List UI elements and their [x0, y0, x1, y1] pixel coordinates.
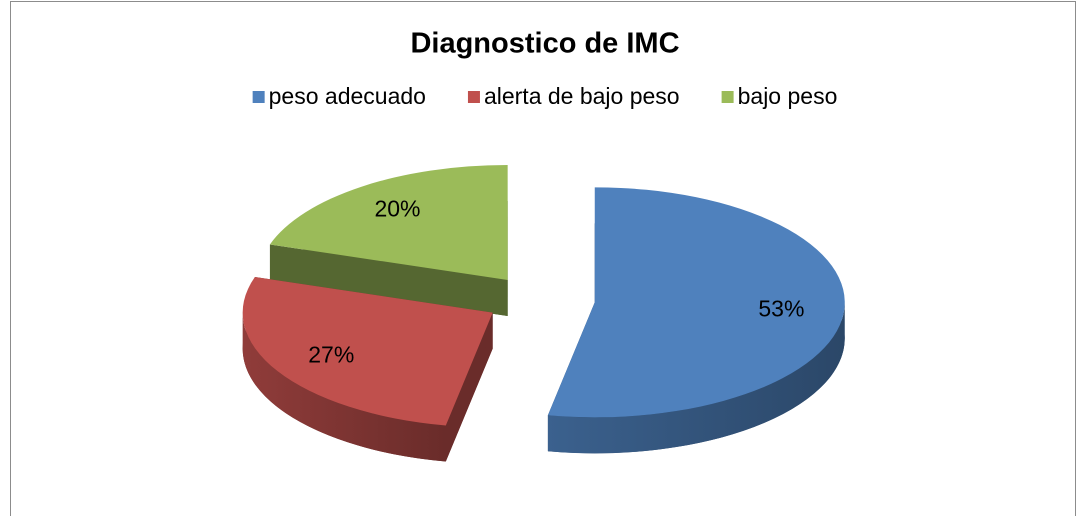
- slice-side: [547, 302, 845, 454]
- slice-wall: [445, 312, 493, 462]
- slice-side: [242, 312, 446, 462]
- slice: [269, 164, 508, 280]
- slice-wall: [269, 244, 508, 316]
- data-label: 53%: [758, 296, 804, 322]
- legend-label: bajo peso: [738, 83, 838, 109]
- chart-border: [10, 1, 1076, 516]
- slice: [242, 277, 493, 426]
- legend: peso adecuado alerta de bajo peso bajo pes…: [252, 83, 838, 109]
- legend-swatch: [252, 91, 265, 103]
- data-label: 20%: [374, 195, 420, 221]
- legend-swatch: [467, 91, 480, 103]
- legend-label: peso adecuado: [269, 83, 426, 109]
- data-label: 27%: [308, 342, 354, 368]
- chart-title: Diagnostico de IMC: [410, 28, 679, 60]
- slice: [547, 187, 845, 418]
- legend-swatch: [721, 91, 734, 103]
- legend-label: alerta de bajo peso: [484, 83, 680, 109]
